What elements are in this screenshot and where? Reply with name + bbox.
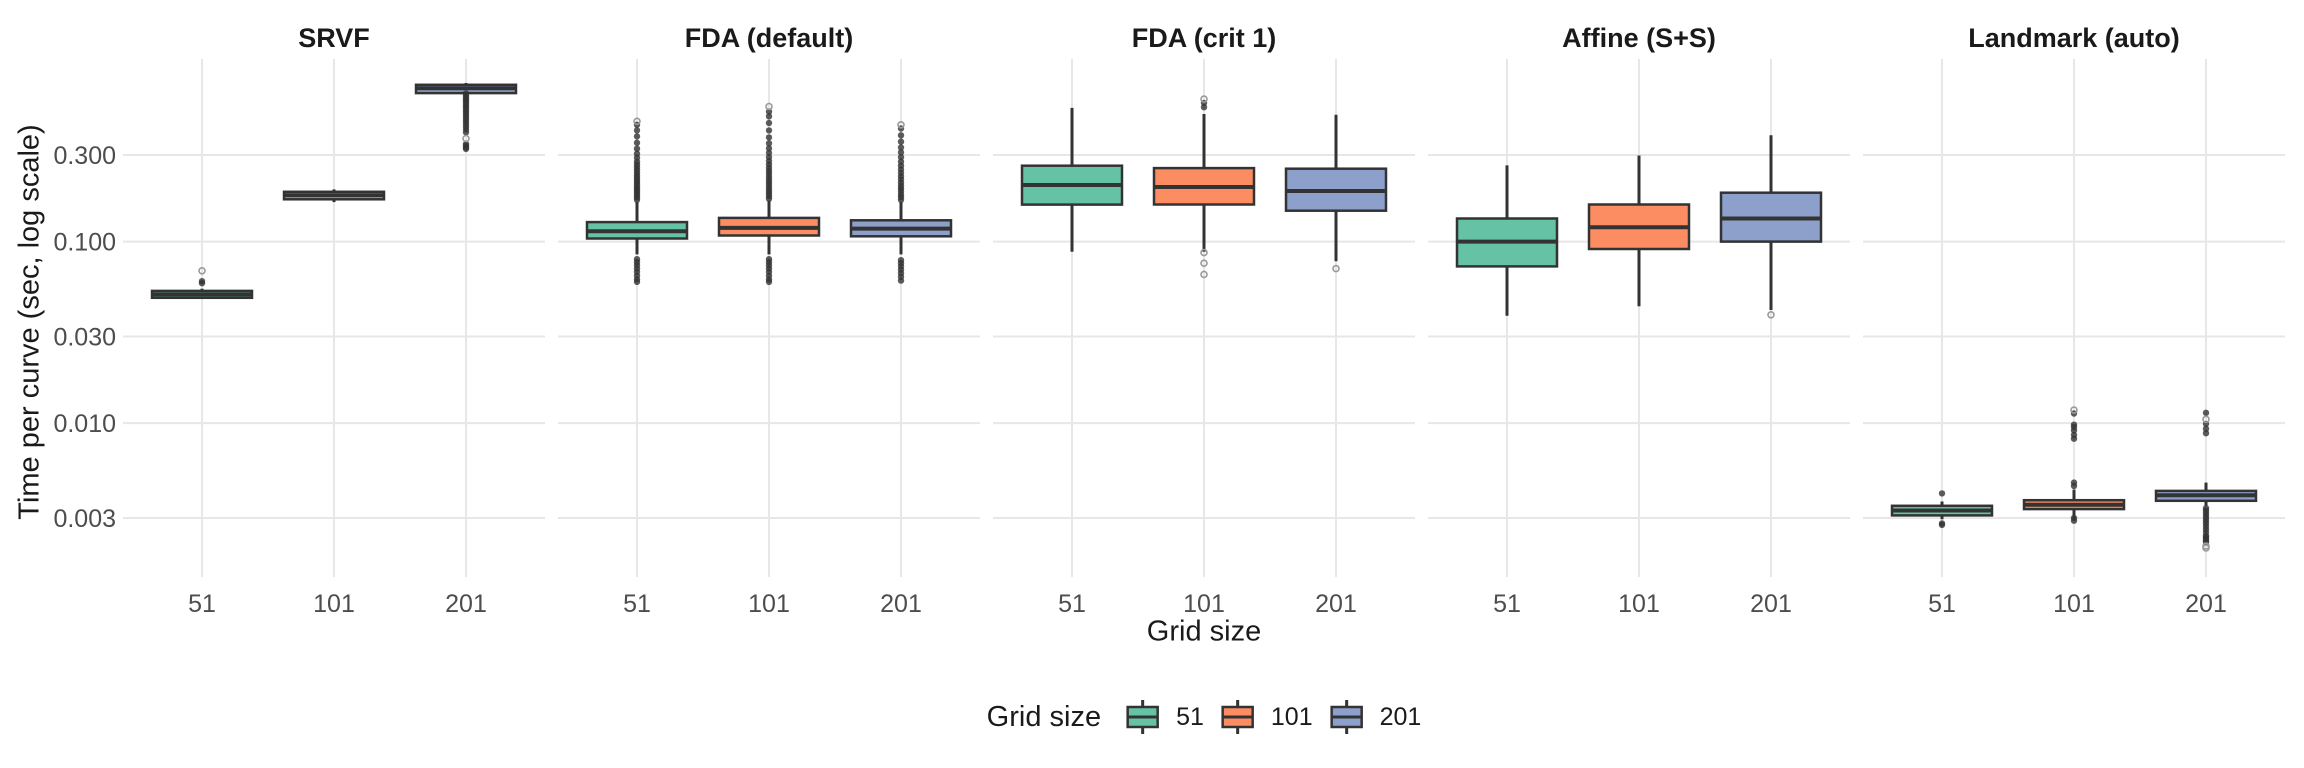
outlier-dot <box>897 149 905 156</box>
outlier-dot <box>2202 425 2210 432</box>
legend-item: 51 <box>1123 698 1204 736</box>
outlier-dot <box>765 149 773 157</box>
outlier-dot <box>633 127 641 134</box>
legend-items: 51 101 201 <box>1123 698 1421 736</box>
outlier-dot-faint <box>198 266 206 275</box>
outlier-dot <box>765 119 773 127</box>
outlier-dot <box>765 145 773 152</box>
legend-key-boxplot-icon <box>1126 700 1160 734</box>
outlier-dot <box>2202 409 2210 416</box>
y-tick-label: 0.100 <box>53 229 116 257</box>
x-tick-label: 51 <box>188 590 216 618</box>
outlier-dot <box>765 278 773 286</box>
outlier-dot <box>2070 435 2078 442</box>
outlier-dot <box>633 278 641 286</box>
x-tick-label: 201 <box>445 590 487 618</box>
outlier-dot <box>765 108 773 115</box>
outlier-dot <box>462 129 470 136</box>
outlier-dot <box>2070 482 2078 490</box>
outlier-dot-faint <box>2202 415 2210 424</box>
outlier-dot <box>462 145 470 153</box>
outlier-dot <box>897 153 905 161</box>
x-tick-label: 101 <box>748 590 790 618</box>
outlier-dot <box>1938 490 1946 497</box>
facet-title: FDA (crit 1) <box>1132 23 1277 53</box>
outlier-dot-faint <box>2070 406 2078 414</box>
legend-title: Grid size <box>986 700 1102 733</box>
x-tick-label: 101 <box>1618 590 1660 618</box>
x-tick-label: 201 <box>1315 590 1357 618</box>
outlier-dot <box>765 113 773 120</box>
outlier-dot-faint <box>2202 544 2210 552</box>
x-tick-label: 51 <box>1493 590 1521 618</box>
outlier-dot-faint <box>1200 248 1208 257</box>
outlier-dot-faint <box>1200 259 1208 268</box>
legend: Grid size 51 101 201 <box>986 698 1421 736</box>
outlier-dot <box>633 139 641 146</box>
outlier-dot-faint <box>897 121 905 129</box>
y-tick-label: 0.030 <box>53 324 116 352</box>
outlier-dot-faint <box>462 134 470 143</box>
outlier-dot <box>897 138 905 145</box>
x-axis-title: Grid size <box>1146 615 1262 648</box>
legend-item-label: 101 <box>1270 702 1313 731</box>
outlier-dot-faint <box>1200 95 1208 103</box>
outlier-dot-faint <box>1200 270 1208 279</box>
legend-key-boxplot-icon <box>1221 700 1255 734</box>
outlier-dot <box>765 134 773 141</box>
y-tick-label: 0.300 <box>53 142 116 170</box>
outlier-dot <box>897 144 905 151</box>
outlier-dot <box>2070 517 2078 524</box>
outlier-dot <box>633 133 641 140</box>
outlier-dot-faint <box>765 102 773 111</box>
outlier-dot-faint <box>1767 310 1775 319</box>
legend-item: 201 <box>1327 698 1422 736</box>
outlier-dot <box>2070 427 2078 434</box>
facet-title: Landmark (auto) <box>1968 23 2180 53</box>
outlier-dot-faint <box>633 117 641 126</box>
legend-key-boxplot-icon <box>1330 700 1363 734</box>
x-tick-label: 101 <box>313 590 355 618</box>
legend-item: 101 <box>1218 698 1313 736</box>
x-tick-label: 201 <box>2185 590 2227 618</box>
legend-item-label: 201 <box>1379 702 1422 731</box>
x-tick-label: 101 <box>1183 590 1225 618</box>
y-tick-label: 0.003 <box>53 505 116 533</box>
x-tick-label: 101 <box>2053 590 2095 618</box>
outlier-dot-faint <box>1332 264 1340 273</box>
outlier-dot <box>633 145 641 152</box>
x-tick-label: 201 <box>880 590 922 618</box>
outlier-dot <box>1938 521 1946 529</box>
outlier-dot <box>897 132 905 139</box>
x-tick-label: 51 <box>623 590 651 618</box>
outlier-dot <box>2202 430 2210 437</box>
outlier-dot <box>765 127 773 134</box>
outlier-dot <box>765 140 773 147</box>
outlier-dot <box>198 278 206 285</box>
facet-title: SRVF <box>298 23 370 53</box>
x-tick-label: 51 <box>1928 590 1956 618</box>
x-tick-label: 51 <box>1058 590 1086 618</box>
y-tick-label: 0.010 <box>53 410 116 438</box>
facet-title: FDA (default) <box>685 23 853 53</box>
facet-title: Affine (S+S) <box>1562 23 1716 53</box>
outlier-dot <box>897 277 905 284</box>
x-tick-label: 201 <box>1750 590 1792 618</box>
y-axis-title: Time per curve (sec, log scale) <box>13 124 46 520</box>
legend-item-label: 51 <box>1176 702 1204 731</box>
outlier-dot <box>633 150 641 157</box>
outlier-dot <box>897 158 905 165</box>
